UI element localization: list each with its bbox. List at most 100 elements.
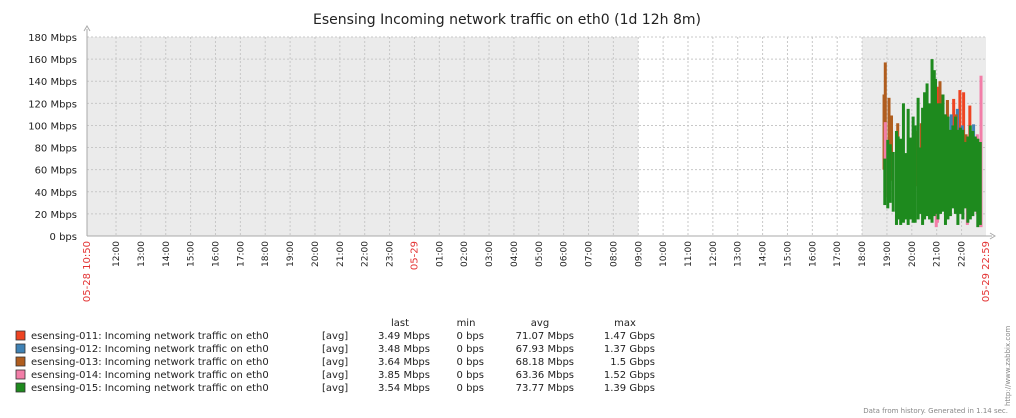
- bar-series-5: [938, 103, 942, 214]
- legend-max: 1.5 Gbps: [610, 357, 655, 368]
- x-tick-label: 13:00: [137, 241, 147, 267]
- y-tick-label: 0 bps: [50, 232, 77, 243]
- legend-func: [avg]: [322, 331, 348, 342]
- bar-series-5: [888, 144, 892, 203]
- legend-series-name: esensing-012: Incoming network traffic o…: [31, 344, 269, 355]
- bar-series-5: [891, 151, 895, 212]
- legend-func: [avg]: [322, 357, 348, 368]
- legend-func: [avg]: [322, 370, 348, 381]
- bar-series-5: [921, 107, 925, 225]
- legend-header-max: max: [614, 318, 636, 329]
- x-tick-label: 21:00: [336, 241, 346, 267]
- legend-series-name: esensing-015: Incoming network traffic o…: [31, 383, 269, 394]
- legend-header-min: min: [457, 318, 476, 329]
- legend-avg: 63.36 Mbps: [516, 370, 574, 381]
- legend-swatch: [15, 330, 26, 341]
- plot-area: [87, 37, 986, 236]
- bar-series-5: [899, 138, 903, 225]
- bar-series-5: [923, 92, 927, 220]
- x-start-label: 05-28 10:50: [82, 241, 93, 302]
- legend-max: 1.47 Gbps: [604, 331, 655, 342]
- x-tick-label: 07:00: [585, 241, 595, 267]
- x-tick-label: 05-29: [409, 241, 420, 270]
- bar-series-5: [963, 142, 967, 209]
- legend: last min avg max esensing-011: Incoming netw…: [15, 318, 655, 394]
- data-bars: [882, 59, 983, 228]
- bar-series-5: [904, 153, 908, 220]
- bar-series-5: [896, 136, 900, 220]
- bar-series-5: [906, 108, 910, 225]
- bar-series-5: [909, 137, 913, 220]
- y-tick-label: 60 Mbps: [35, 166, 77, 177]
- bar-series-5: [916, 97, 920, 220]
- y-tick-label: 40 Mbps: [35, 188, 77, 199]
- legend-min: 0 bps: [457, 357, 484, 368]
- legend-avg: 73.77 Mbps: [516, 383, 574, 394]
- bar-series-5: [919, 147, 923, 214]
- bar-series-5: [966, 136, 970, 223]
- x-tick-label: 05:00: [535, 241, 545, 267]
- y-axis-arrow: [83, 25, 91, 32]
- legend-avg: 71.07 Mbps: [516, 331, 574, 342]
- x-tick-label: 16:00: [808, 241, 818, 267]
- bar-series-5: [901, 103, 905, 223]
- bar-series-5: [953, 116, 957, 214]
- x-axis-arrow: [989, 232, 996, 240]
- bar-series-5: [911, 116, 915, 223]
- x-tick-label: 03:00: [485, 241, 495, 267]
- x-end-label: 05-29 22:59: [981, 241, 992, 302]
- grid-lines: [87, 36, 986, 237]
- bar-series-5: [951, 125, 955, 209]
- x-tick-label: 18:00: [261, 241, 271, 267]
- x-tick-label: 08:00: [609, 241, 619, 267]
- bar-series-5: [886, 139, 890, 209]
- x-tick-label: 20:00: [311, 241, 321, 267]
- bar-series-5: [948, 129, 952, 217]
- no-data-region: [638, 37, 863, 236]
- x-tick-label: 17:00: [236, 241, 246, 267]
- legend-series-name: esensing-013: Incoming network traffic o…: [31, 357, 269, 368]
- x-tick-label: 11:00: [684, 241, 694, 267]
- x-tick-label: 20:00: [908, 241, 918, 267]
- x-tick-label: 17:00: [833, 241, 843, 267]
- legend-swatch: [15, 369, 26, 380]
- legend-min: 0 bps: [457, 331, 484, 342]
- bar-series-5: [961, 129, 965, 220]
- bar-series-5: [971, 130, 975, 217]
- x-tick-label: 22:00: [361, 241, 371, 267]
- bar-series-5: [928, 103, 932, 220]
- bar-series-5: [894, 130, 898, 225]
- x-tick-label: 01:00: [435, 241, 445, 267]
- bar-series-5: [973, 136, 977, 212]
- x-axis-tick-labels: 05-28 10:50 12:00 13:00 14:00 15:00 16:00 17:0…: [82, 241, 992, 302]
- bar-series-5: [946, 116, 950, 220]
- x-tick-label: 10:00: [659, 241, 669, 267]
- bar-series-5: [936, 103, 940, 220]
- x-tick-label: 09:00: [634, 241, 644, 267]
- legend-avg: 67.93 Mbps: [516, 344, 574, 355]
- legend-max: 1.39 Gbps: [604, 383, 655, 394]
- y-tick-label: 160 Mbps: [28, 55, 77, 66]
- bar-series-5: [930, 59, 934, 223]
- legend-max: 1.52 Gbps: [604, 370, 655, 381]
- legend-func: [avg]: [322, 344, 348, 355]
- x-tick-label: 18:00: [858, 241, 868, 267]
- x-tick-label: 15:00: [783, 241, 793, 267]
- y-axis-tick-labels: 0 bps 20 Mbps 40 Mbps 60 Mbps 80 Mbps 100 Mbp…: [28, 33, 77, 243]
- x-tick-label: 14:00: [759, 241, 769, 267]
- legend-header-last: last: [391, 318, 409, 329]
- legend-min: 0 bps: [457, 383, 484, 394]
- x-tick-label: 19:00: [286, 241, 296, 267]
- bar-series-5: [978, 142, 982, 225]
- legend-swatch: [15, 343, 26, 354]
- bar-series-5: [968, 125, 972, 220]
- axes: [83, 25, 996, 240]
- legend-last: 3.49 Mbps: [378, 331, 430, 342]
- footer-generated: Data from history. Generated in 1.14 sec…: [863, 407, 1008, 415]
- bar-series-5: [925, 83, 929, 217]
- bar-series-5: [943, 114, 947, 225]
- y-tick-label: 140 Mbps: [28, 77, 77, 88]
- y-tick-label: 120 Mbps: [28, 99, 77, 110]
- bar-series-5: [934, 79, 938, 214]
